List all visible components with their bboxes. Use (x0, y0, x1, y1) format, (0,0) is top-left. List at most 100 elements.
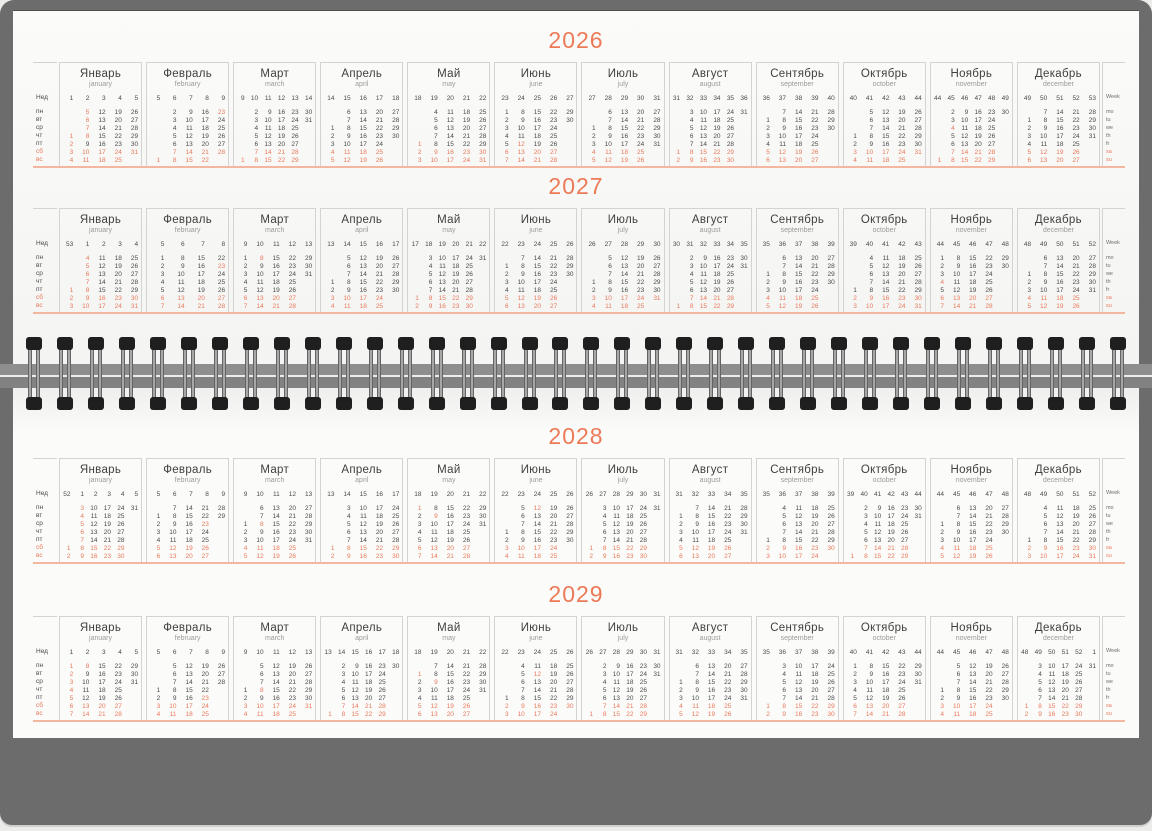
week-number: 46 (969, 491, 977, 498)
date-cell (844, 537, 858, 545)
date-cell: 30 (1001, 109, 1009, 116)
date-cell: 26 (217, 287, 226, 294)
day-row: 4 11 18 25 (60, 255, 141, 263)
week-numbers-row: 18 19 20 21 22 (408, 490, 489, 499)
day-row: 2 9 16 23 30 (60, 141, 141, 149)
day-row: 2 9 16 23 30 (844, 295, 925, 303)
date-cell: 26 (1072, 303, 1080, 310)
date-cell: 28 (117, 537, 125, 544)
day-row: 6 13 20 27 (844, 703, 925, 711)
week-number: 36 (740, 95, 748, 102)
date-cell: 23 (637, 133, 645, 140)
date-cell: 30 (653, 663, 661, 670)
date-cell: 19 (365, 687, 373, 694)
date-cell: 26 (392, 521, 400, 528)
date-cell: 12 (446, 117, 454, 124)
week-numbers-row: 35 36 37 38 39 (757, 240, 838, 249)
date-cell (650, 537, 664, 545)
date-cell: 22 (985, 521, 993, 528)
date-cell: 15 (359, 279, 367, 286)
date-cell: 18 (185, 537, 193, 544)
date-cell: 23 (288, 263, 296, 270)
day-label-row: tu (1103, 512, 1125, 520)
day-row: 6 13 20 27 (757, 521, 838, 529)
day-row: 5 12 19 26 (582, 157, 663, 165)
date-cell: 20 (811, 687, 819, 694)
date-cell: 26 (291, 133, 299, 140)
date-cell: 21 (811, 263, 819, 270)
date-cell: 11 (700, 271, 708, 278)
day-row: 6 13 20 27 (757, 157, 838, 165)
date-cell: 5 (592, 157, 596, 164)
day-label-row: вт (33, 670, 57, 678)
date-cell (408, 279, 422, 287)
day-row: 2 9 16 23 30 (931, 695, 1012, 703)
month-grid: 30 31 32 33 34 35 2 9 16 23 30 3 10 17 24 31 4 11 18 25 5 12 1… (670, 240, 751, 311)
date-cell: 13 (699, 133, 708, 140)
date-cell: 22 (452, 295, 460, 302)
day-label-right: tu (1105, 513, 1111, 519)
week-header-label: Нед (36, 490, 48, 497)
date-cell: 17 (1061, 663, 1069, 670)
week-number: 34 (724, 649, 732, 656)
day-label-left: сб (36, 148, 43, 155)
date-cell: 27 (566, 679, 574, 686)
date-cell: 19 (549, 505, 558, 512)
day-row: 4 11 18 25 (60, 687, 141, 695)
date-cell: 14 (438, 287, 446, 294)
date-cell: 11 (953, 279, 961, 286)
date-cell: 8 (85, 663, 90, 670)
day-label-right: tu (1105, 117, 1111, 123)
date-cell: 23 (811, 125, 819, 132)
day-row: 6 13 20 27 (844, 271, 925, 279)
day-row: 4 11 18 25 (234, 545, 315, 553)
date-cell: 20 (446, 711, 454, 718)
day-row: 4 11 18 25 (670, 271, 751, 279)
date-cell: 23 (201, 521, 209, 528)
date-cell (582, 703, 596, 711)
date-cell: 6 (85, 271, 90, 278)
month-name-ru: Январь (79, 464, 122, 476)
date-cell (299, 553, 315, 561)
date-cell: 3 (417, 157, 422, 164)
date-cell (844, 255, 860, 263)
date-cell: 23 (549, 703, 558, 710)
day-row: 2 9 16 23 30 (234, 263, 315, 271)
date-cell: 18 (713, 271, 721, 278)
day-label-row: вс (33, 302, 57, 310)
date-cell: 3 (679, 529, 683, 536)
week-number: 28 (612, 491, 620, 498)
date-cell: 18 (1056, 141, 1064, 148)
date-cell: 16 (713, 255, 721, 262)
date-cell: 12 (272, 663, 280, 670)
date-cell: 31 (1088, 133, 1096, 140)
date-cell: 12 (98, 263, 106, 270)
date-cell: 30 (1075, 711, 1083, 718)
date-cell: 15 (359, 125, 367, 132)
date-cell: 12 (778, 149, 787, 156)
date-cell: 1 (69, 663, 74, 670)
binding-coil (831, 337, 848, 410)
date-cell: 21 (549, 521, 558, 528)
date-cell: 26 (566, 671, 574, 678)
day-row: 3 10 17 24 31 (1018, 663, 1099, 671)
date-cell: 9 (80, 553, 84, 560)
date-cell: 16 (365, 663, 373, 670)
week-number: 22 (479, 241, 487, 248)
date-cell: 29 (914, 287, 922, 294)
day-row: 6 13 20 27 (408, 545, 489, 553)
date-cell: 5 (504, 141, 509, 148)
date-cell: 22 (201, 157, 209, 164)
date-cell: 5 (85, 109, 90, 116)
date-cell: 27 (378, 695, 386, 702)
day-row: 6 13 20 27 (408, 125, 489, 133)
date-cell: 1 (504, 263, 509, 270)
day-label-right: su (1105, 303, 1112, 309)
month-june: Июнь june 23 24 25 26 27 1 8 15 22 29 2 9 16 23 30 3 10 17 2… (494, 62, 578, 166)
date-cell: 21 (985, 679, 993, 686)
week-number: 32 (691, 491, 699, 498)
date-cell: 30 (130, 295, 139, 302)
week-header-label-row: Week (1103, 647, 1125, 656)
date-cell: 26 (914, 263, 922, 270)
date-cell: 8 (602, 545, 607, 552)
